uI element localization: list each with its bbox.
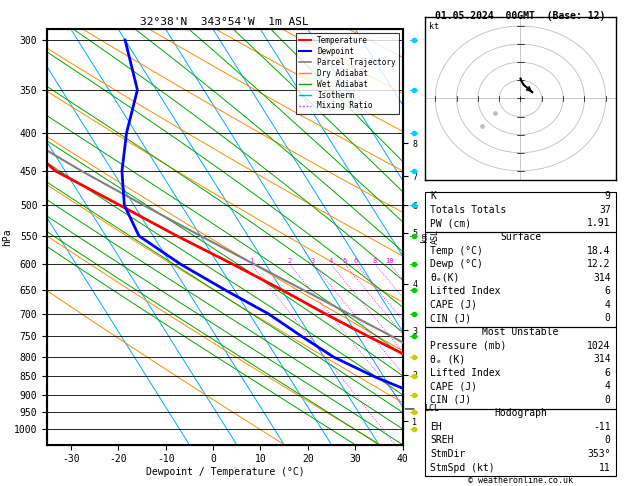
Text: PW (cm): PW (cm) [430, 218, 472, 228]
Bar [425, 327, 616, 409]
Text: Dewp (°C): Dewp (°C) [430, 259, 483, 269]
Text: Most Unstable: Most Unstable [482, 327, 559, 337]
Text: 01.05.2024  00GMT  (Base: 12): 01.05.2024 00GMT (Base: 12) [435, 11, 606, 21]
X-axis label: Dewpoint / Temperature (°C): Dewpoint / Temperature (°C) [145, 467, 304, 477]
Text: kt: kt [429, 22, 439, 32]
Text: Lifted Index: Lifted Index [430, 286, 501, 296]
Text: © weatheronline.co.uk: © weatheronline.co.uk [468, 476, 573, 485]
Text: 6: 6 [354, 258, 359, 264]
Bar [425, 409, 616, 476]
Text: θₑ (K): θₑ (K) [430, 354, 465, 364]
Text: 8: 8 [373, 258, 377, 264]
Text: 3: 3 [311, 258, 315, 264]
Bar [425, 191, 616, 232]
Text: 0: 0 [605, 395, 611, 405]
Text: Totals Totals: Totals Totals [430, 205, 507, 215]
Text: Hodograph: Hodograph [494, 408, 547, 418]
Text: EH: EH [430, 422, 442, 432]
Text: -11: -11 [593, 422, 611, 432]
Text: CIN (J): CIN (J) [430, 313, 472, 323]
Text: 6: 6 [605, 367, 611, 378]
Text: 1: 1 [249, 258, 253, 264]
Text: CAPE (J): CAPE (J) [430, 300, 477, 310]
Text: 314: 314 [593, 354, 611, 364]
Text: 314: 314 [593, 273, 611, 283]
Text: 0: 0 [605, 435, 611, 446]
Text: θₑ(K): θₑ(K) [430, 273, 460, 283]
Point [477, 122, 487, 129]
Text: K: K [430, 191, 436, 201]
Y-axis label: hPa: hPa [3, 228, 13, 246]
Text: Lifted Index: Lifted Index [430, 367, 501, 378]
Text: LCL: LCL [424, 404, 439, 414]
Bar [425, 232, 616, 327]
Text: 1.91: 1.91 [587, 218, 611, 228]
Text: 6: 6 [605, 286, 611, 296]
Text: StmSpd (kt): StmSpd (kt) [430, 463, 495, 472]
Text: 0: 0 [605, 313, 611, 323]
Text: StmDir: StmDir [430, 449, 465, 459]
Text: CAPE (J): CAPE (J) [430, 381, 477, 391]
Text: 18.4: 18.4 [587, 245, 611, 256]
Text: 12.2: 12.2 [587, 259, 611, 269]
Text: CIN (J): CIN (J) [430, 395, 472, 405]
Text: 37: 37 [599, 205, 611, 215]
Text: 9: 9 [605, 191, 611, 201]
Text: 11: 11 [599, 463, 611, 472]
Text: 4: 4 [605, 300, 611, 310]
Text: 10: 10 [386, 258, 394, 264]
Text: 5: 5 [342, 258, 347, 264]
Text: 1024: 1024 [587, 341, 611, 350]
Point [490, 109, 500, 117]
Text: Pressure (mb): Pressure (mb) [430, 341, 507, 350]
Legend: Temperature, Dewpoint, Parcel Trajectory, Dry Adiabat, Wet Adiabat, Isotherm, Mi: Temperature, Dewpoint, Parcel Trajectory… [296, 33, 399, 114]
Text: SREH: SREH [430, 435, 454, 446]
Text: Temp (°C): Temp (°C) [430, 245, 483, 256]
Text: 4: 4 [605, 381, 611, 391]
Text: 4: 4 [328, 258, 333, 264]
Text: 32°38'N  343°54'W  1m ASL: 32°38'N 343°54'W 1m ASL [140, 17, 309, 27]
Text: Surface: Surface [500, 232, 541, 242]
Y-axis label: km
ASL: km ASL [420, 229, 440, 244]
Text: 2: 2 [287, 258, 292, 264]
Text: 353°: 353° [587, 449, 611, 459]
